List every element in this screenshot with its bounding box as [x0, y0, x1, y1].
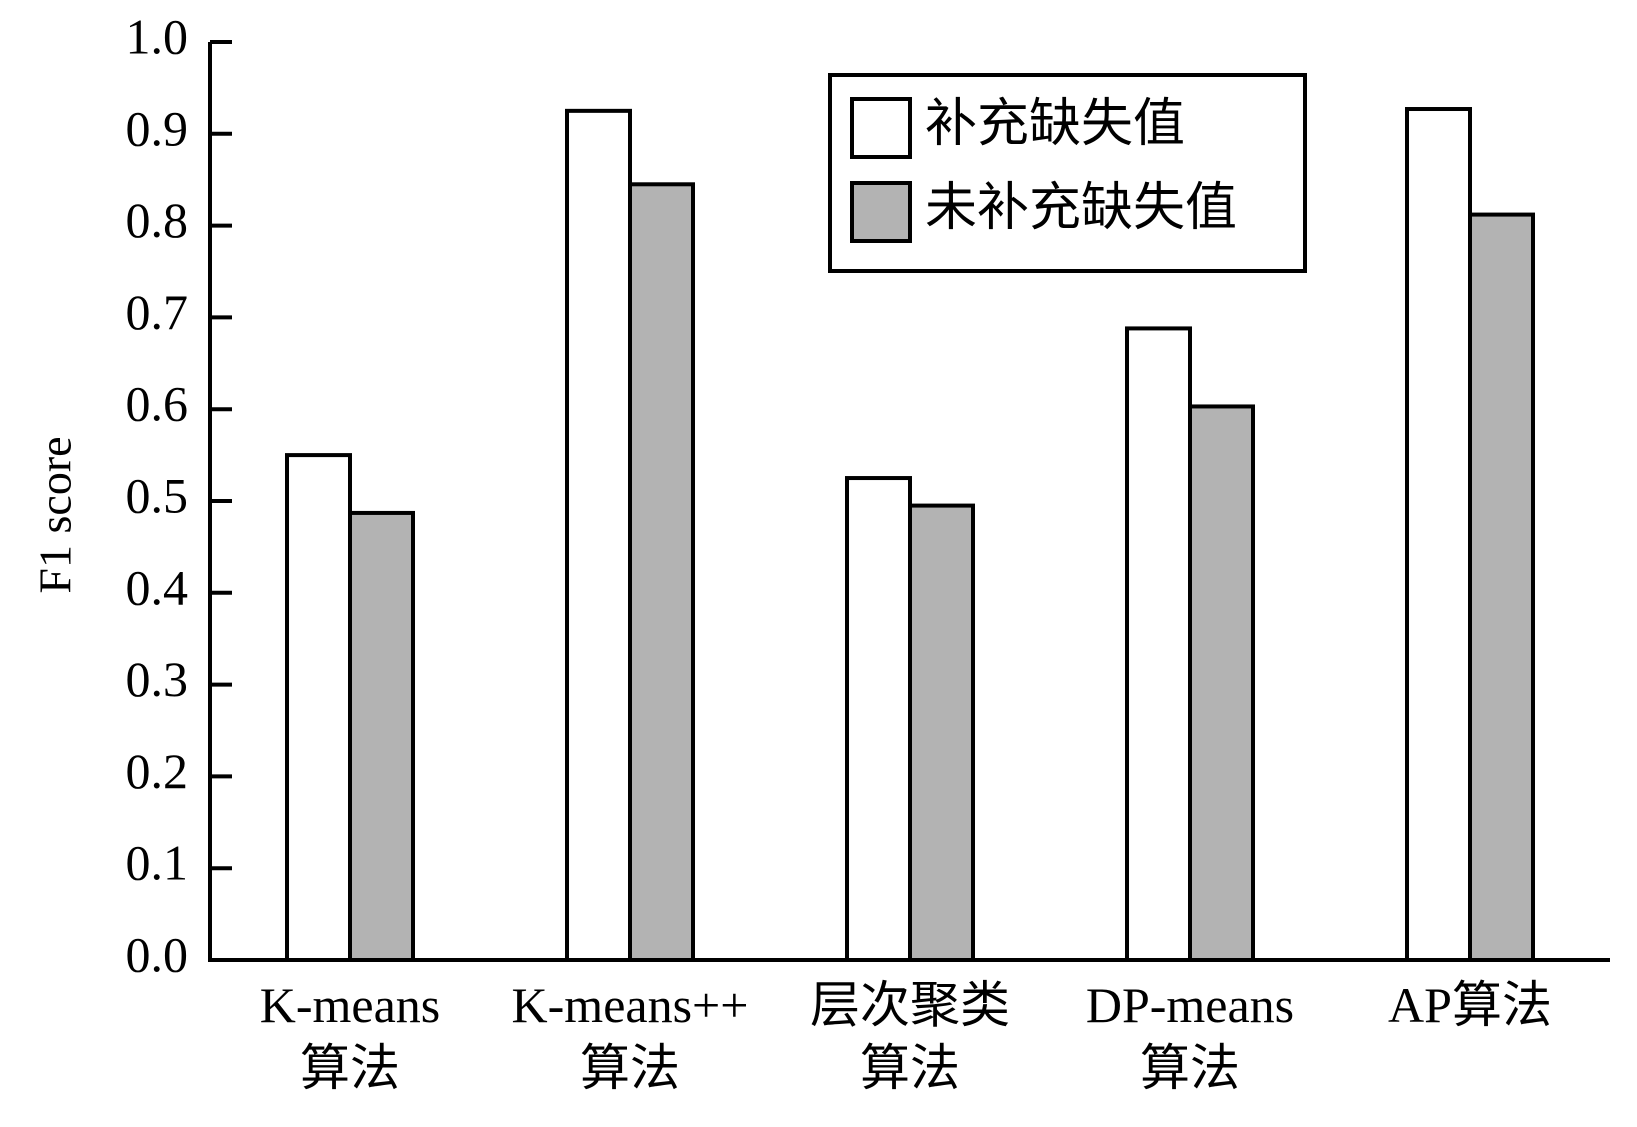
legend-swatch	[850, 181, 912, 243]
y-tick-label: 0.6	[126, 376, 189, 432]
x-category-label: 算法	[860, 1040, 960, 1096]
y-tick-label: 1.0	[126, 8, 189, 64]
bar-unfilled-missing-0	[348, 510, 415, 963]
y-axis-ticks: 0.0 0.1 0.2 0.3 0.4 0.5 0.6 0.7 0.8 0.9 1.0	[126, 8, 232, 982]
x-category-label: DP-means	[1086, 977, 1294, 1033]
bar-unfilled-missing-4	[1468, 212, 1535, 963]
bars	[285, 107, 1535, 963]
y-tick-label: 0.9	[126, 100, 189, 156]
bar-filled-missing-0	[285, 453, 352, 962]
y-tick-label: 0.5	[126, 467, 189, 523]
y-tick-label: 0.2	[126, 743, 189, 799]
bar-filled-missing-1	[565, 108, 632, 963]
bar-unfilled-missing-1	[628, 182, 695, 963]
x-category-label: K-means++	[512, 977, 749, 1033]
x-category-label: AP算法	[1388, 977, 1552, 1033]
x-category-label: 算法	[1140, 1040, 1240, 1096]
y-axis-title: F1 score	[30, 436, 81, 593]
y-tick-label: 0.4	[126, 559, 189, 615]
y-tick-label: 0.0	[126, 926, 189, 982]
bar-filled-missing-2	[845, 476, 912, 962]
bar-filled-missing-3	[1125, 326, 1192, 962]
x-category-label: 算法	[580, 1040, 680, 1096]
x-category-label: K-means	[260, 977, 441, 1033]
legend-swatch	[850, 97, 912, 159]
bar-filled-missing-4	[1405, 107, 1472, 963]
bar-unfilled-missing-2	[908, 503, 975, 962]
x-category-label: 算法	[300, 1040, 400, 1096]
y-tick-label: 0.8	[126, 192, 189, 248]
legend-label: 补充缺失值	[925, 96, 1185, 153]
x-category-label: 层次聚类	[810, 977, 1010, 1033]
y-tick-label: 0.3	[126, 651, 189, 707]
y-tick-label: 0.1	[126, 835, 189, 891]
bar-unfilled-missing-3	[1188, 404, 1255, 963]
y-tick-label: 0.7	[126, 284, 189, 340]
legend-label: 未补充缺失值	[925, 180, 1237, 237]
